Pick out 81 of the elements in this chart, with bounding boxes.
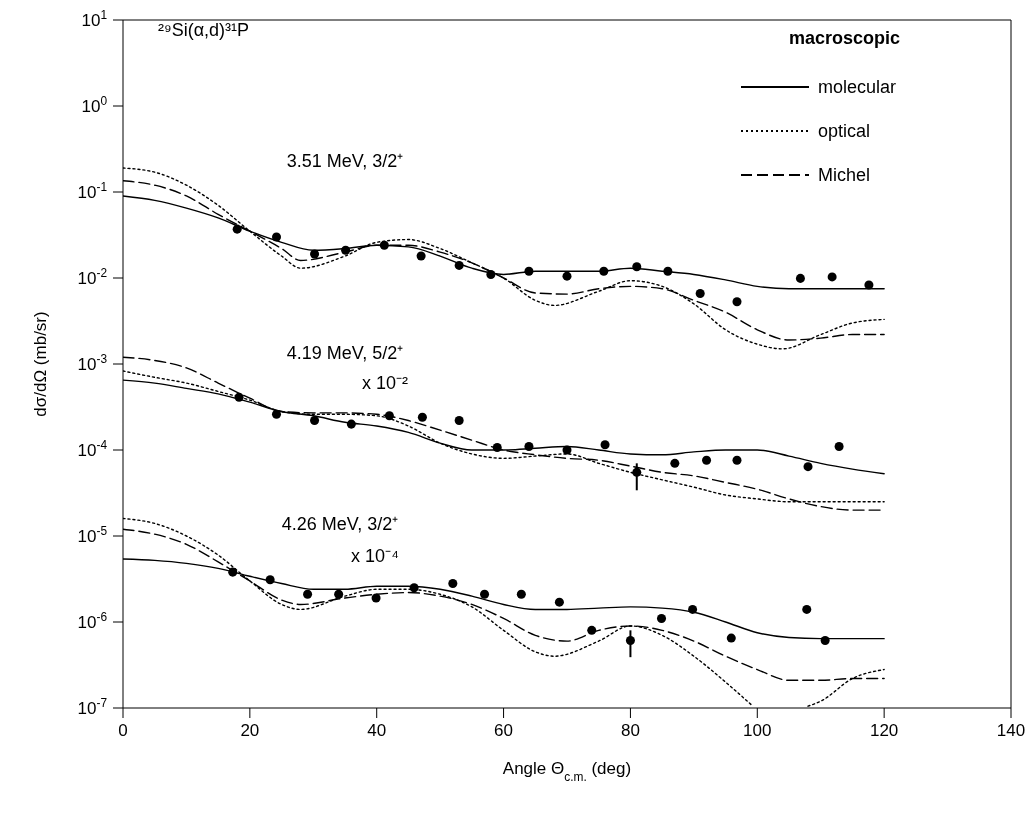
annotation: x 10⁻⁴ bbox=[351, 546, 399, 566]
point bbox=[732, 455, 742, 465]
y-tick-label: 10$^{-5}$ bbox=[77, 524, 108, 546]
point bbox=[480, 589, 490, 599]
x-axis-title: Angle Θ$_{c.m.}$ (deg) bbox=[502, 759, 632, 784]
annotation: 4.26 MeV, 3/2⁺ bbox=[281, 514, 399, 534]
point bbox=[625, 635, 635, 645]
point bbox=[820, 635, 830, 645]
point bbox=[234, 392, 244, 402]
point bbox=[524, 441, 534, 451]
point bbox=[632, 262, 642, 272]
point bbox=[702, 455, 712, 465]
point bbox=[670, 458, 680, 468]
y-tick-label: 10$^{-2}$ bbox=[77, 266, 108, 288]
point bbox=[732, 297, 742, 307]
point bbox=[802, 604, 812, 614]
point bbox=[486, 269, 496, 279]
y-axis-title: dσ/dΩ (mb/sr) bbox=[31, 311, 50, 417]
point bbox=[688, 604, 698, 614]
point bbox=[803, 462, 813, 472]
point bbox=[632, 467, 642, 477]
point bbox=[409, 583, 419, 593]
x-tick-label: 140 bbox=[996, 721, 1026, 740]
point bbox=[554, 597, 564, 607]
legend-title: macroscopic bbox=[787, 28, 901, 49]
point bbox=[303, 589, 313, 599]
y-tick-label: 10$^{-7}$ bbox=[77, 696, 108, 718]
annotation: x 10⁻² bbox=[361, 373, 409, 393]
x-tick-label: 120 bbox=[869, 721, 899, 740]
x-tick-label: 20 bbox=[240, 721, 260, 740]
point bbox=[663, 266, 673, 276]
annotation: ²⁹Si(α,d)³¹P bbox=[158, 20, 250, 40]
point bbox=[656, 613, 667, 623]
point bbox=[516, 589, 526, 599]
legend-label: optical bbox=[818, 120, 872, 142]
point bbox=[599, 266, 609, 276]
point bbox=[448, 579, 458, 589]
annotation: 3.51 MeV, 3/2⁺ bbox=[286, 151, 404, 171]
y-tick-label: 10$^{-3}$ bbox=[77, 352, 108, 374]
legend-label: molecular bbox=[818, 76, 898, 98]
point bbox=[695, 289, 705, 299]
legend-label: Michel bbox=[818, 164, 871, 186]
point bbox=[310, 249, 320, 259]
point bbox=[492, 442, 502, 452]
point bbox=[228, 567, 238, 577]
point bbox=[454, 260, 464, 270]
point bbox=[795, 273, 805, 283]
y-tick-label: 10$^{1}$ bbox=[81, 8, 108, 30]
annotation: 4.19 MeV, 5/2⁺ bbox=[286, 343, 404, 363]
point bbox=[384, 411, 394, 421]
point bbox=[454, 416, 464, 426]
y-tick-label: 10$^{-1}$ bbox=[77, 180, 108, 202]
y-tick-label: 10$^{-6}$ bbox=[77, 610, 108, 632]
point bbox=[265, 575, 275, 585]
point bbox=[726, 633, 736, 643]
point bbox=[271, 232, 282, 242]
point bbox=[232, 224, 242, 234]
point bbox=[334, 589, 344, 599]
x-tick-label: 60 bbox=[494, 721, 514, 740]
x-tick-label: 100 bbox=[743, 721, 772, 740]
y-tick-label: 10$^{0}$ bbox=[81, 94, 108, 116]
point bbox=[379, 240, 389, 250]
x-tick-label: 80 bbox=[620, 721, 640, 740]
y-tick-label: 10$^{-4}$ bbox=[77, 438, 108, 460]
point bbox=[834, 441, 844, 451]
point bbox=[864, 280, 874, 290]
point bbox=[346, 419, 356, 429]
point bbox=[416, 251, 426, 261]
point bbox=[341, 245, 351, 255]
x-tick-label: 0 bbox=[118, 721, 128, 740]
point bbox=[310, 416, 320, 426]
point bbox=[524, 266, 534, 276]
point bbox=[271, 409, 282, 419]
point bbox=[562, 445, 572, 455]
point bbox=[371, 593, 381, 603]
point bbox=[600, 440, 610, 450]
point bbox=[587, 625, 597, 635]
point bbox=[827, 272, 837, 282]
point bbox=[417, 412, 427, 422]
point bbox=[562, 271, 572, 281]
x-tick-label: 40 bbox=[367, 721, 387, 740]
